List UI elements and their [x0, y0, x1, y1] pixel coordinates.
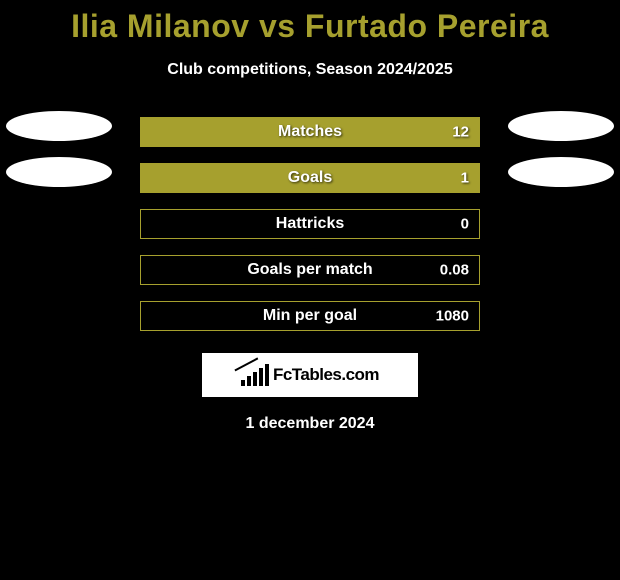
bar-chart-arrow-icon: [241, 364, 269, 386]
stat-label: Goals: [288, 169, 332, 187]
stat-label: Hattricks: [276, 215, 344, 233]
branding-text: FcTables.com: [273, 365, 379, 385]
stat-bar: Min per goal 1080: [140, 301, 480, 331]
stat-rows: Matches 12 Goals 1 Hattricks 0 Goals per match…: [0, 109, 620, 339]
page-title: Ilia Milanov vs Furtado Pereira: [0, 0, 620, 45]
stat-label: Min per goal: [263, 307, 357, 325]
stat-row: Goals 1: [0, 155, 620, 201]
stat-value: 12: [452, 124, 469, 141]
player-left-ellipse: [6, 111, 112, 141]
stat-row: Matches 12: [0, 109, 620, 155]
stat-row: Hattricks 0: [0, 201, 620, 247]
comparison-infographic: Ilia Milanov vs Furtado Pereira Club com…: [0, 0, 620, 580]
branding-badge: FcTables.com: [202, 353, 418, 397]
page-subtitle: Club competitions, Season 2024/2025: [0, 61, 620, 79]
stat-label: Matches: [278, 123, 342, 141]
stat-row: Min per goal 1080: [0, 293, 620, 339]
stat-bar: Matches 12: [140, 117, 480, 147]
stat-bar: Goals 1: [140, 163, 480, 193]
stat-bar: Goals per match 0.08: [140, 255, 480, 285]
stat-value: 1080: [436, 308, 469, 325]
player-left-ellipse: [6, 157, 112, 187]
date-label: 1 december 2024: [0, 415, 620, 433]
stat-value: 0.08: [440, 262, 469, 279]
player-right-ellipse: [508, 111, 614, 141]
stat-bar: Hattricks 0: [140, 209, 480, 239]
stat-value: 0: [461, 216, 469, 233]
stat-row: Goals per match 0.08: [0, 247, 620, 293]
player-right-ellipse: [508, 157, 614, 187]
stat-label: Goals per match: [247, 261, 372, 279]
stat-value: 1: [461, 170, 469, 187]
